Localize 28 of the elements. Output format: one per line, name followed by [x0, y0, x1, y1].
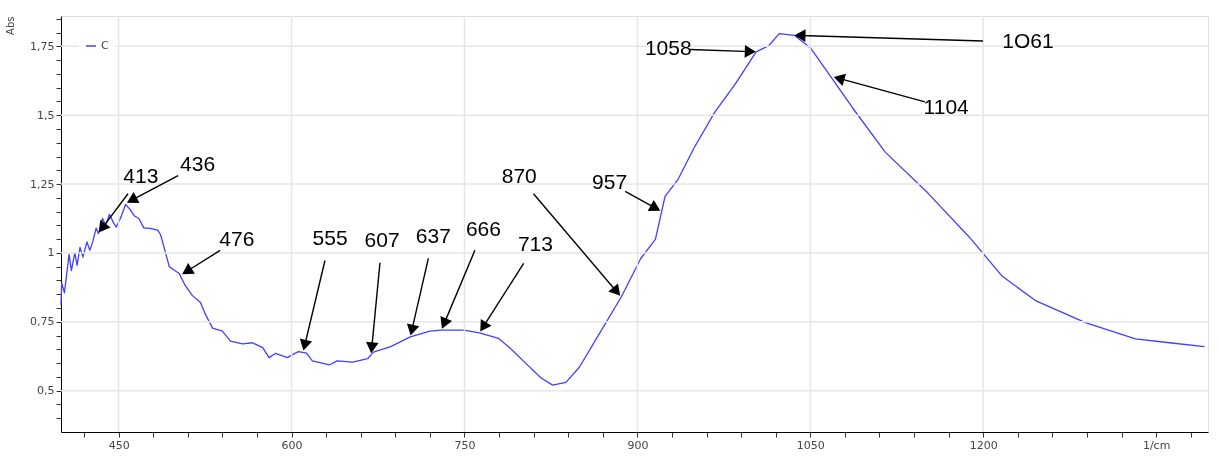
annotation: 713: [517, 231, 553, 255]
x-tick-label: 900: [627, 438, 649, 452]
x-axis-title: 1/cm: [1142, 438, 1171, 452]
x-tick-label: 450: [108, 438, 130, 452]
annotation: 870: [501, 164, 537, 188]
annotation: 1O61: [1002, 29, 1054, 53]
annotation: 957: [592, 169, 628, 193]
annotation: 666: [465, 217, 501, 241]
y-tick-label: 1,25: [30, 177, 55, 191]
annotation: 1104: [923, 94, 970, 118]
y-tick-label: 0,75: [30, 315, 55, 329]
annotation: 436: [180, 152, 216, 176]
annotation: 555: [312, 226, 348, 250]
x-tick-label: 1050: [796, 438, 825, 452]
annotation: 476: [219, 226, 255, 250]
annotation: 637: [415, 223, 451, 247]
x-tick-label: 750: [454, 438, 476, 452]
annotation: 1058: [644, 35, 692, 59]
y-tick-label: 1,5: [37, 108, 55, 122]
y-tick-label: 0,5: [37, 384, 55, 398]
annotation: 607: [364, 227, 400, 251]
annotation: 413: [123, 163, 159, 187]
y-axis-title: Abs: [5, 16, 17, 35]
x-tick-label: 600: [281, 438, 303, 452]
y-tick-label: 1,75: [30, 39, 55, 53]
x-tick-label: 1200: [969, 438, 998, 452]
legend-label: C: [101, 39, 109, 52]
y-tick-label: 1: [47, 246, 55, 260]
